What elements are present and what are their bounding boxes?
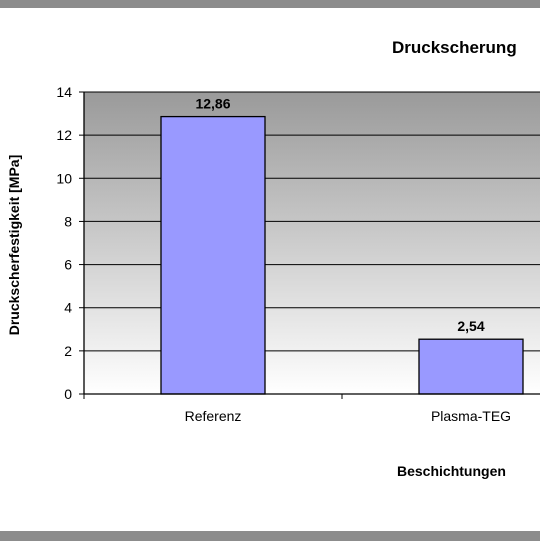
bottom-border (0, 531, 540, 541)
bar (160, 115, 266, 395)
y-tick-label: 2 (64, 343, 72, 359)
bar (418, 338, 524, 395)
y-tick-label: 6 (64, 257, 72, 273)
top-border (0, 0, 540, 8)
y-tick-label: 12 (56, 127, 72, 143)
y-tick-label: 0 (64, 386, 72, 402)
x-tick-label: Referenz (185, 408, 242, 424)
y-tick-label: 8 (64, 213, 72, 229)
y-tick-label: 10 (56, 170, 72, 186)
data-label: 12,86 (195, 96, 230, 112)
y-tick-label: 4 (64, 300, 72, 316)
chart-title: Druckscherung (392, 38, 517, 57)
data-label: 2,54 (457, 318, 484, 334)
y-tick-label: 14 (56, 84, 72, 100)
x-axis-label: Beschichtungen (397, 463, 506, 479)
x-tick-label: Plasma-TEG (431, 408, 511, 424)
